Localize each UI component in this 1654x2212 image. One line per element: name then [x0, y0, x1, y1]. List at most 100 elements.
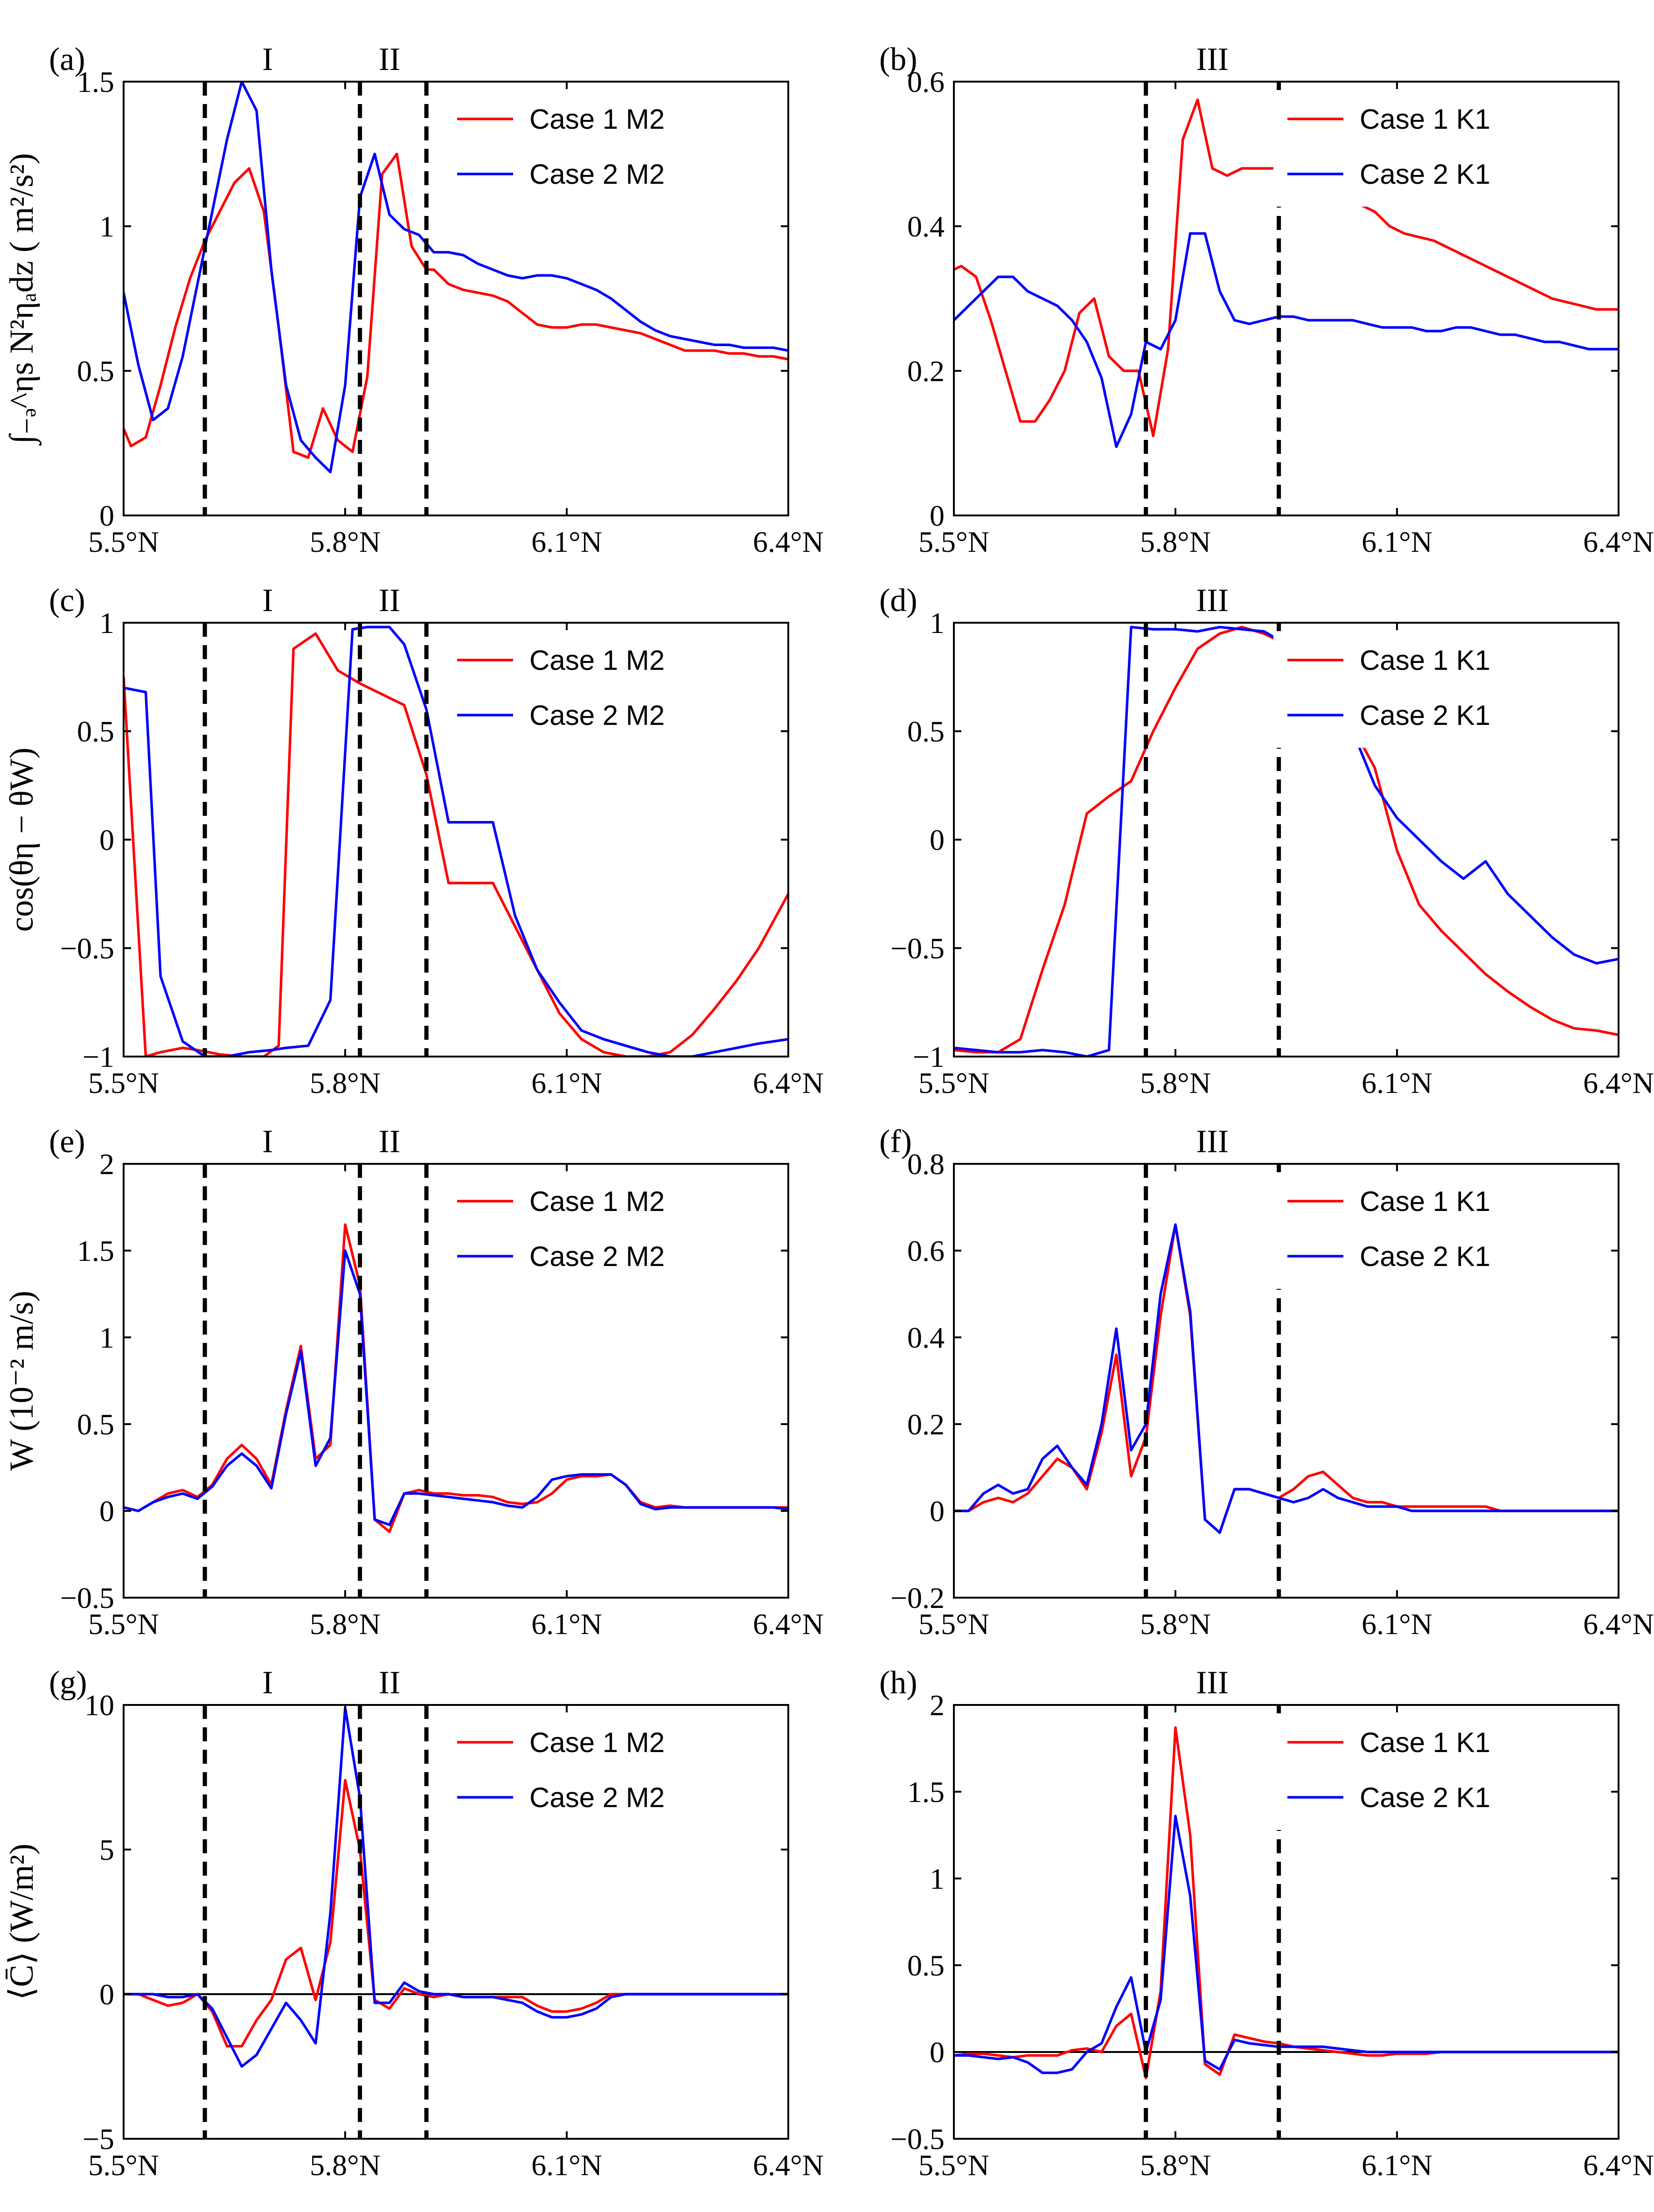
panel-label: (b): [879, 42, 917, 77]
legend: Case 1 M2 Case 2 M2: [443, 1172, 779, 1289]
legend-entry: Case 2 K1: [1360, 159, 1490, 190]
y-tick-label: 0.5: [907, 1949, 945, 1982]
x-tick-label: 6.4°N: [753, 1066, 824, 1099]
panel-label: (e): [49, 1124, 85, 1160]
y-tick-label: 10: [84, 1689, 114, 1722]
legend-entry: Case 1 M2: [529, 1186, 665, 1217]
x-tick-label: 5.5°N: [88, 1066, 159, 1099]
y-tick-label: 0.5: [77, 1408, 114, 1441]
x-tick-label: 5.8°N: [1140, 2149, 1211, 2182]
x-tick-label: 6.4°N: [753, 1607, 824, 1641]
y-tick-label: 0.5: [77, 355, 114, 388]
y-tick-label: −0.5: [60, 932, 114, 965]
legend-entry: Case 2 K1: [1360, 1241, 1490, 1272]
y-tick-label: 0: [99, 1495, 114, 1528]
x-tick-label: 6.4°N: [1583, 1607, 1654, 1641]
y-tick-label: 0: [930, 1495, 945, 1528]
region-label: I: [262, 1665, 273, 1701]
y-tick-label: 0: [930, 823, 945, 856]
y-tick-label: −1: [83, 1040, 114, 1073]
legend-entry: Case 1 K1: [1360, 104, 1490, 135]
panel-label: (g): [49, 1665, 87, 1701]
y-tick-label: 0.5: [907, 715, 945, 748]
x-tick-label: 6.1°N: [1362, 1066, 1432, 1099]
panel-f: −0.2 0 0.2 0.4 0.6 0.8 5.5°N 5.8°N 6.1°N 6.4°N (f)…: [879, 1124, 1654, 1641]
legend: Case 1 K1 Case 2 K1: [1273, 1172, 1609, 1289]
legend-background: [443, 1172, 779, 1289]
y-axis-label: W (10⁻² m/s): [3, 1291, 40, 1471]
region-label: I: [262, 1124, 273, 1160]
x-tick-label: 6.4°N: [1583, 1066, 1654, 1099]
y-tick-label: 0.4: [907, 210, 945, 243]
region-label: III: [1196, 1665, 1229, 1701]
y-tick-label: 1.5: [77, 65, 114, 98]
x-tick-label: 6.1°N: [531, 525, 602, 558]
series-line-case-2-k1: [954, 1223, 1619, 1534]
legend-entry: Case 2 M2: [529, 159, 665, 190]
x-tick-label: 6.4°N: [1583, 2149, 1654, 2182]
legend: Case 1 K1 Case 2 K1: [1273, 631, 1609, 748]
x-tick-label: 5.8°N: [1140, 1066, 1211, 1099]
region-label: I: [262, 42, 273, 77]
x-tick-label: 5.5°N: [918, 1066, 989, 1099]
x-tick-label: 5.5°N: [88, 2149, 159, 2182]
legend: Case 1 M2 Case 2 M2: [443, 1713, 779, 1830]
y-tick-label: −0.5: [60, 1581, 114, 1614]
x-tick-label: 5.5°N: [918, 2149, 989, 2182]
x-tick-label: 5.8°N: [1140, 1607, 1211, 1641]
y-tick-label: 0: [99, 823, 114, 856]
x-tick-label: 5.5°N: [918, 1607, 989, 1641]
y-tick-label: −0.5: [890, 932, 945, 965]
legend-entry: Case 1 M2: [529, 104, 665, 135]
x-tick-label: 5.5°N: [88, 525, 159, 558]
y-tick-label: 0.2: [907, 355, 945, 388]
y-tick-label: −0.2: [890, 1581, 945, 1614]
axes-frame: [953, 1704, 1619, 2140]
y-tick-label: −1: [913, 1040, 945, 1073]
legend-background: [1273, 631, 1609, 748]
y-tick-label: 1: [930, 606, 945, 640]
region-label: III: [1196, 1124, 1229, 1160]
y-axis-label: ∫₋ₔ^ηs N²ηₐdz ( m²/s²): [3, 153, 42, 446]
panel-c: −1−0.500.515.5°N 5.8°N 6.1°N 6.4°N(c) I IIcos…: [3, 583, 824, 1099]
legend-entry: Case 1 K1: [1360, 645, 1490, 676]
y-tick-label: 0.6: [907, 1234, 945, 1267]
x-tick-label: 5.8°N: [310, 525, 381, 558]
legend-entry: Case 2 M2: [529, 1241, 665, 1272]
legend-entry: Case 2 K1: [1360, 1782, 1490, 1813]
y-axis-label: cos(θη − θW): [3, 747, 40, 932]
region-label: II: [379, 583, 401, 619]
y-tick-label: −5: [83, 2122, 114, 2156]
legend-entry: Case 1 M2: [529, 645, 665, 676]
legend-entry: Case 2 M2: [529, 1782, 665, 1813]
x-tick-label: 5.8°N: [310, 1066, 381, 1099]
y-tick-label: 1.5: [77, 1234, 114, 1267]
axes-frame: [953, 81, 1619, 516]
legend-entry: Case 2 M2: [529, 700, 665, 731]
x-tick-label: 6.4°N: [753, 525, 824, 558]
y-tick-label: 0.8: [907, 1148, 945, 1181]
series-line-case-2-m2: [124, 1249, 788, 1526]
x-tick-label: 5.8°N: [310, 2149, 381, 2182]
legend-entry: Case 1 K1: [1360, 1186, 1490, 1217]
region-label: I: [262, 583, 273, 619]
y-axis-label: ⟨C̄⟩ (W/m²): [3, 1843, 40, 2000]
region-label: II: [379, 42, 401, 77]
panel-d: −1 −0.5 0 0.5 1 5.5°N 5.8°N 6.1°N 6.4°N (d) III Cas…: [879, 583, 1654, 1099]
panel-label: (c): [49, 583, 85, 619]
legend-entry: Case 1 M2: [529, 1727, 665, 1758]
series-line-case-1-m2: [124, 632, 788, 1057]
legend: Case 1 K1 Case 2 K1: [1273, 1713, 1609, 1830]
y-tick-label: 1.5: [907, 1775, 945, 1809]
y-tick-label: 0: [99, 499, 114, 532]
x-tick-label: 6.1°N: [531, 2149, 602, 2182]
y-tick-label: 0.5: [77, 715, 114, 748]
legend-background: [443, 90, 779, 207]
panel-label: (d): [879, 583, 917, 619]
x-tick-label: 6.1°N: [1362, 1607, 1432, 1641]
legend-background: [1273, 1172, 1609, 1289]
legend-background: [1273, 1713, 1609, 1830]
y-tick-label: 2: [99, 1148, 114, 1181]
x-tick-label: 6.1°N: [531, 1066, 602, 1099]
